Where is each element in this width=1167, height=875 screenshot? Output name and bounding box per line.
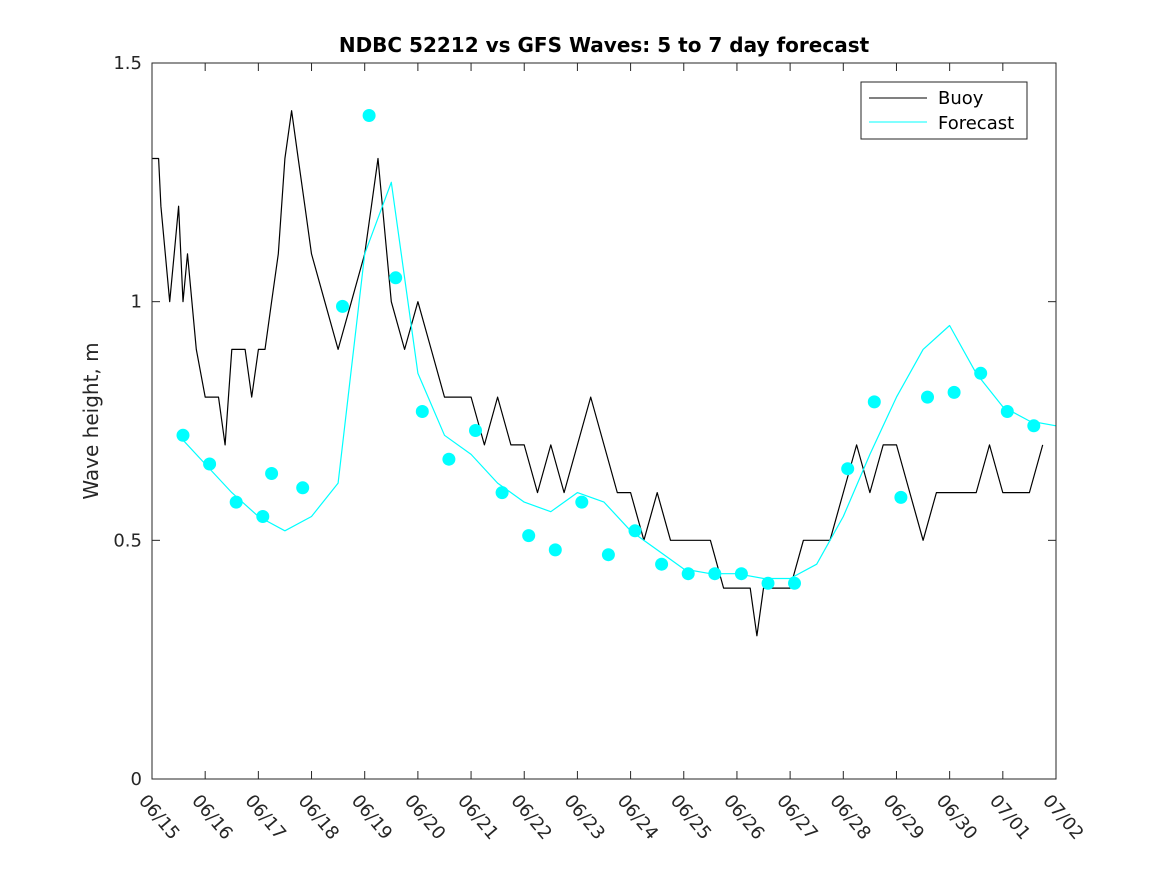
y-axis-label: Wave height, m [79,342,103,499]
forecast-marker [788,576,801,590]
forecast-marker [575,495,589,509]
forecast-marker [256,510,270,523]
forecast-marker [921,390,934,404]
y-tick-label: 0.5 [113,530,142,551]
y-tick-label: 1.5 [113,53,142,74]
forecast-marker [362,109,376,122]
forecast-marker [336,299,349,313]
y-tick-label: 0 [131,769,142,790]
forecast-marker [841,462,855,476]
forecast-marker [203,457,217,471]
legend: Buoy Forecast [860,81,1028,140]
forecast-marker [974,366,988,380]
forecast-marker [265,467,279,480]
forecast-marker [601,548,615,562]
legend-box [860,81,1028,140]
forecast-marker [469,424,482,437]
forecast-marker [548,543,562,557]
forecast-marker [867,395,881,409]
axes-box [151,62,1057,780]
forecast-marker [176,428,190,442]
forecast-marker [1000,405,1014,418]
forecast-marker [389,271,403,285]
forecast-marker [442,452,456,466]
forecast-marker [522,529,536,543]
forecast-marker [947,385,961,399]
forecast-marker [495,486,509,500]
plot-area [152,63,1056,779]
forecast-marker [681,567,695,581]
forecast-marker [761,576,775,590]
forecast-marker [229,495,243,509]
forecast-marker [655,557,669,571]
y-tick-label: 1 [131,292,142,313]
legend-forecast-label: Forecast [938,113,1014,134]
forecast-marker [415,405,429,418]
forecast-marker [708,567,722,581]
forecast-marker [296,481,310,495]
forecast-marker [1027,419,1041,433]
plot-layer [152,109,1057,637]
series-line-forecast [178,181,1057,580]
forecast-marker [734,567,748,581]
chart-title: NDBC 52212 vs GFS Waves: 5 to 7 day fore… [339,33,870,57]
forecast-marker [894,490,908,504]
forecast-marker [628,524,642,538]
series-line-buoy [152,110,1044,637]
legend-buoy-label: Buoy [938,88,984,109]
